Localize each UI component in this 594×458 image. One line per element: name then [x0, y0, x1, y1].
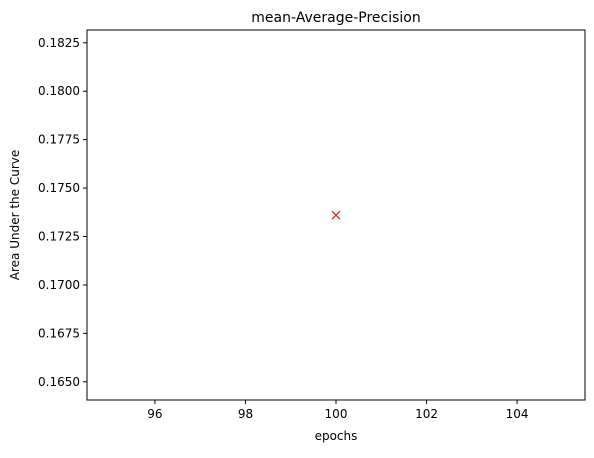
- chart-title: mean-Average-Precision: [251, 10, 420, 26]
- x-tick-label: 102: [415, 407, 438, 421]
- x-tick-label: 104: [506, 407, 529, 421]
- y-tick-label: 0.1675: [38, 326, 80, 340]
- y-axis-ticks: 0.1650 0.1675 0.1700 0.1725 0.1750 0.1775 0.18…: [38, 36, 87, 389]
- y-tick-label: 0.1800: [38, 84, 80, 98]
- x-tick-label: 100: [325, 407, 348, 421]
- x-axis-ticks: 96 98 100 102 104: [147, 400, 529, 421]
- y-tick-label: 0.1650: [38, 375, 80, 389]
- y-tick-label: 0.1750: [38, 181, 80, 195]
- y-tick-label: 0.1700: [38, 278, 80, 292]
- y-tick-label: 0.1725: [38, 230, 80, 244]
- data-point-x-marker: [331, 210, 341, 220]
- y-tick-label: 0.1775: [38, 133, 80, 147]
- x-tick-label: 98: [238, 407, 253, 421]
- x-tick-label: 96: [147, 407, 162, 421]
- y-axis-label: Area Under the Curve: [8, 150, 22, 280]
- x-axis-label: epochs: [315, 429, 358, 443]
- data-points: [331, 210, 341, 220]
- y-tick-label: 0.1825: [38, 36, 80, 50]
